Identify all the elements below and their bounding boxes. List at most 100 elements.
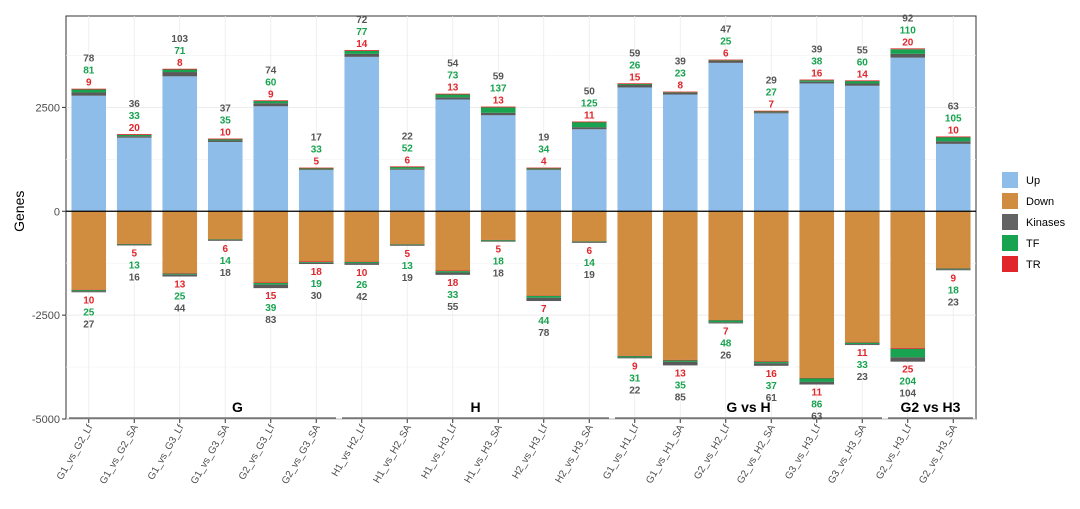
bar-up-tf (344, 50, 380, 54)
bar-down-kinases (162, 274, 198, 277)
bar-down-kinases (344, 263, 380, 265)
label-down-tf: 14 (584, 258, 596, 269)
bar-down-kinases (662, 361, 698, 366)
bar-up (162, 76, 198, 212)
bar-up-tr (389, 166, 425, 168)
bar-down-tr (799, 377, 835, 379)
x-tick-label: G1_vs_H1_Lf (601, 423, 641, 482)
bar-up-kinases (71, 92, 107, 96)
bar-down-kinases (753, 363, 789, 366)
label-up-tf: 33 (129, 111, 141, 122)
x-tick-label: G2_vs_G3_SA (280, 423, 323, 487)
bar-up-kinases (344, 53, 380, 57)
label-up-kinases: 39 (811, 45, 823, 56)
bar-down-tf (935, 268, 971, 270)
bar-up-tf (753, 111, 789, 113)
bar-up (435, 99, 471, 212)
bar-down-tf (298, 261, 334, 263)
bar-up-kinases (389, 168, 425, 170)
bar-up-tf (253, 100, 289, 104)
bar-down-tf (708, 320, 744, 323)
label-down-kinases: 55 (447, 302, 459, 313)
x-tick-label: G2_vs_H2_SA (735, 423, 778, 486)
plot-panel (65, 15, 977, 420)
label-down-kinases: 26 (720, 350, 732, 361)
label-down-kinases: 18 (220, 268, 232, 279)
bar-up-tr (799, 79, 835, 81)
label-up-tr: 7 (768, 100, 774, 111)
label-up-tf: 27 (766, 88, 778, 99)
bar-down-kinases (253, 284, 289, 289)
bar-up-kinases (116, 136, 152, 138)
bar-down-tr (344, 261, 380, 263)
label-up-kinases: 22 (402, 131, 414, 142)
bar-down (935, 211, 971, 269)
bar-down-tf (116, 244, 152, 245)
bar-up (207, 141, 243, 212)
bar-down (389, 211, 425, 245)
bar-up-tr (844, 80, 880, 82)
bar-down-tr (753, 361, 789, 362)
bar-up (753, 113, 789, 212)
bar-down (116, 211, 152, 244)
bar-up-tr (71, 88, 107, 90)
bar-up-kinases (253, 103, 289, 107)
x-tick-label: G2_vs_H2_Lf (692, 423, 732, 482)
bar-down-tf (799, 378, 835, 382)
label-down-tr: 7 (723, 326, 729, 337)
bar-down-kinases (389, 244, 425, 246)
label-up-kinases: 103 (171, 34, 188, 45)
label-down-kinases: 42 (356, 292, 368, 303)
bar-down-tf (571, 241, 607, 243)
bar-up-kinases (298, 169, 334, 171)
label-down-tf: 33 (447, 290, 459, 301)
bar-up-tf (207, 138, 243, 141)
label-down-kinases: 27 (83, 319, 95, 330)
legend-label-down: Down (1026, 196, 1054, 208)
label-up-kinases: 63 (948, 101, 960, 112)
label-up-kinases: 78 (83, 54, 95, 65)
label-up-tf: 73 (447, 71, 459, 82)
label-up-tr: 8 (677, 81, 683, 92)
label-up-tf: 52 (402, 143, 414, 154)
legend-swatch-down (1002, 193, 1018, 209)
bar-up-tr (890, 48, 926, 50)
label-up-kinases: 37 (220, 104, 232, 115)
bar-up-tf (71, 89, 107, 93)
bar-up-tr (526, 167, 562, 169)
label-down-kinases: 78 (538, 328, 550, 339)
bar-up-tr (935, 136, 971, 138)
bar-up-tf (844, 80, 880, 84)
label-down-kinases: 22 (629, 385, 641, 396)
label-up-kinases: 36 (129, 99, 141, 110)
bar-down (617, 211, 653, 356)
bar-up-tr (480, 106, 516, 108)
label-up-tr: 16 (811, 69, 823, 80)
bar-down-kinases (526, 297, 562, 302)
label-down-tf: 26 (356, 280, 368, 291)
label-up-kinases: 59 (629, 48, 641, 59)
label-up-tr: 8 (177, 58, 183, 69)
bar-down-kinases (298, 262, 334, 265)
bar-up-tr (207, 138, 243, 140)
bar-down (526, 211, 562, 296)
bar-up-tr (571, 121, 607, 123)
label-down-tf: 39 (265, 303, 277, 314)
bar-up-kinases (708, 60, 744, 63)
bar-down-tf (662, 360, 698, 362)
bar-up-kinases (890, 53, 926, 58)
group-label: G (232, 399, 243, 415)
bar-down-tr (162, 273, 198, 274)
label-up-tf: 110 (900, 25, 917, 36)
x-tick-label: G1_vs_G3_Lf (146, 423, 186, 482)
label-down-tr: 7 (541, 304, 547, 315)
bar-up-kinases (935, 141, 971, 144)
bar-down-tf (389, 244, 425, 246)
data-labels: 7881910252736332051316103718132544373510… (83, 13, 962, 422)
bar-up-tr (344, 50, 380, 51)
label-up-tr: 13 (447, 83, 459, 94)
bar-down (253, 211, 289, 283)
label-up-kinases: 55 (857, 45, 869, 56)
label-down-tf: 48 (720, 338, 732, 349)
bar-down (344, 211, 380, 262)
